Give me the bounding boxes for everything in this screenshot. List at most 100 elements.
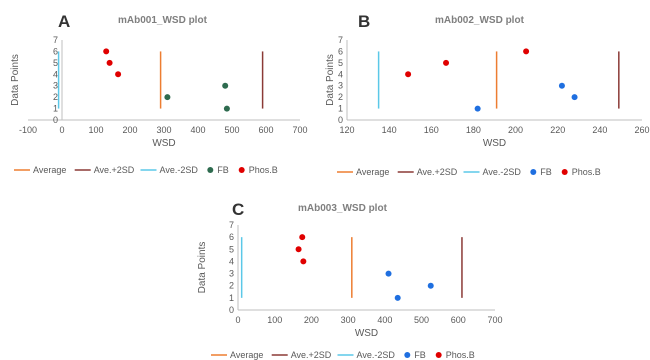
legend-label-ave-minus2sd: Ave.-2SD xyxy=(483,167,522,177)
x-tick-label: 400 xyxy=(190,125,205,135)
legend-label-average: Average xyxy=(356,167,389,177)
x-tick-label: 100 xyxy=(267,315,282,325)
x-tick-label: 120 xyxy=(339,125,354,135)
y-tick-label: 4 xyxy=(338,69,343,79)
point-fb xyxy=(394,294,401,301)
y-tick-label: 2 xyxy=(229,281,234,291)
legend-label-phos-b: Phos.B xyxy=(249,165,278,175)
chart-title-b: mAb002_WSD plot xyxy=(435,15,524,26)
point-phos-b xyxy=(405,71,412,78)
y-tick-label: 3 xyxy=(338,81,343,91)
y-tick-label: 3 xyxy=(53,81,58,91)
point-fb xyxy=(571,94,578,101)
point-fb xyxy=(223,105,230,112)
y-tick-label: 0 xyxy=(53,115,58,125)
x-tick-label: 600 xyxy=(451,315,466,325)
y-tick-label: 7 xyxy=(53,35,58,45)
scatter-chart-b: 01 23 45 67 120 140 160 180 200 220 240 260 WSD Data … xyxy=(325,35,650,177)
point-phos-b xyxy=(115,71,122,78)
x-tick-label: 400 xyxy=(377,315,392,325)
y-axis-title: Data Points xyxy=(10,54,21,106)
y-tick-label: 0 xyxy=(338,115,343,125)
chart-title-c: mAb003_WSD plot xyxy=(298,203,387,214)
point-phos-b xyxy=(523,48,530,55)
legend-swatch-fb xyxy=(207,167,214,173)
x-tick-label: 260 xyxy=(634,125,649,135)
x-tick-label: 700 xyxy=(292,125,307,135)
y-tick-label: 3 xyxy=(229,269,234,279)
y-tick-label: 0 xyxy=(229,305,234,315)
legend-label-ave-plus2sd: Ave.+2SD xyxy=(291,350,332,360)
y-tick-label: 1 xyxy=(338,104,343,114)
point-phos-b xyxy=(443,59,450,66)
legend-swatch-phos-b xyxy=(561,169,568,175)
y-tick-label: 4 xyxy=(229,256,234,266)
y-tick-label: 6 xyxy=(338,46,343,56)
x-tick-label: 200 xyxy=(304,315,319,325)
legend-label-ave-plus2sd: Ave.+2SD xyxy=(94,165,135,175)
x-tick-label: 100 xyxy=(88,125,103,135)
y-tick-label: 5 xyxy=(53,58,58,68)
point-fb xyxy=(222,82,229,89)
y-tick-label: 5 xyxy=(229,244,234,254)
x-tick-label: 300 xyxy=(341,315,356,325)
point-fb xyxy=(164,94,171,101)
legend-label-fb: FB xyxy=(414,350,426,360)
x-tick-label: -100 xyxy=(19,125,37,135)
x-tick-label: 300 xyxy=(156,125,171,135)
x-tick-label: 600 xyxy=(258,125,273,135)
y-tick-label: 1 xyxy=(53,104,58,114)
point-phos-b xyxy=(300,258,307,265)
x-tick-label: 240 xyxy=(592,125,607,135)
y-tick-label: 4 xyxy=(53,69,58,79)
legend-label-average: Average xyxy=(230,350,263,360)
y-axis-title: Data Points xyxy=(197,242,208,294)
point-fb xyxy=(385,270,392,277)
legend-label-fb: FB xyxy=(217,165,229,175)
panel-label-c: C xyxy=(232,200,245,219)
x-tick-label: 200 xyxy=(508,125,523,135)
legend-label-ave-minus2sd: Ave.-2SD xyxy=(160,165,199,175)
y-tick-label: 1 xyxy=(229,293,234,303)
y-tick-label: 5 xyxy=(338,58,343,68)
point-phos-b xyxy=(295,246,302,253)
y-tick-label: 6 xyxy=(229,232,234,242)
legend-label-average: Average xyxy=(33,165,66,175)
point-phos-b xyxy=(299,234,306,241)
panel-label-a: A xyxy=(58,12,71,31)
x-tick-label: 500 xyxy=(224,125,239,135)
panel-label-b: B xyxy=(358,12,371,31)
x-axis-title: WSD xyxy=(355,328,378,339)
y-tick-label: 7 xyxy=(229,220,234,230)
x-tick-label: 500 xyxy=(414,315,429,325)
legend-label-phos-b: Phos.B xyxy=(572,167,601,177)
y-tick-label: 6 xyxy=(53,46,58,56)
legend-label-phos-b: Phos.B xyxy=(446,350,475,360)
x-tick-label: 200 xyxy=(122,125,137,135)
point-fb xyxy=(474,105,481,112)
scatter-chart-c: 0 1 2 3 4 5 6 7 0 100 200 300 400 500 600 700 WSD Data Po… xyxy=(197,220,503,360)
legend-swatch-phos-b xyxy=(435,352,442,358)
point-fb xyxy=(558,82,565,89)
x-tick-label: 140 xyxy=(382,125,397,135)
y-axis-title: Data Points xyxy=(325,54,336,106)
x-tick-label: 160 xyxy=(424,125,439,135)
legend-label-fb: FB xyxy=(540,167,552,177)
legend-swatch-fb xyxy=(404,352,411,358)
y-tick-label: 7 xyxy=(338,35,343,45)
x-tick-label: 0 xyxy=(59,125,64,135)
x-tick-label: 180 xyxy=(466,125,481,135)
point-phos-b xyxy=(106,59,113,66)
x-axis-title: WSD xyxy=(483,138,506,149)
y-tick-label: 2 xyxy=(53,92,58,102)
x-tick-label: 220 xyxy=(550,125,565,135)
x-tick-label: 700 xyxy=(487,315,502,325)
x-axis-title: WSD xyxy=(152,138,175,149)
legend-swatch-fb xyxy=(530,169,537,175)
y-tick-label: 2 xyxy=(338,92,343,102)
legend-swatch-phos-b xyxy=(238,167,245,173)
point-fb xyxy=(427,282,434,289)
chart-title-a: mAb001_WSD plot xyxy=(118,15,207,26)
